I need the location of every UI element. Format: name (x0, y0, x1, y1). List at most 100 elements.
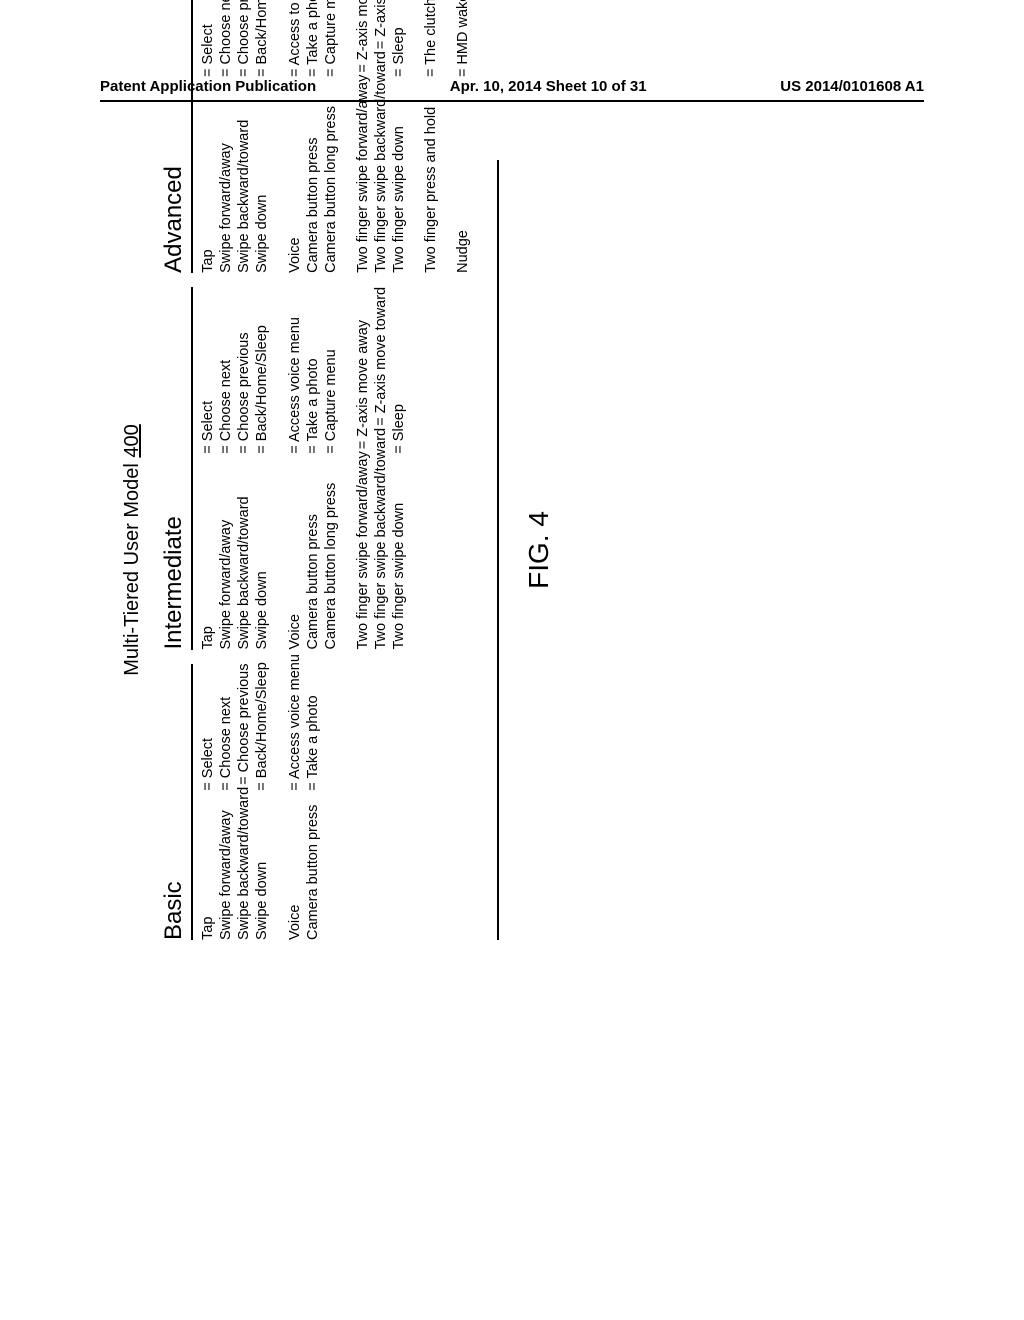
gesture-label: Swipe forward/away (217, 454, 235, 650)
gesture-row: Swipe downBack/Home/Sleep (253, 0, 271, 273)
tier-column: AdvancedTapSelectSwipe forward/awayChoos… (159, 0, 487, 273)
figure-title: Multi-Tiered User Model 400 (120, 160, 145, 940)
gesture-label: Swipe down (253, 454, 271, 650)
gesture-row: Swipe forward/awayChoose next (217, 664, 235, 940)
gesture-label: Voice (286, 791, 304, 940)
tier-header: Advanced (159, 0, 193, 273)
gesture-row: NudgeHMD wake / sleep (454, 0, 472, 273)
gesture-label: Two finger swipe forward/away (354, 73, 372, 273)
gesture-row: Camera button long pressCapture menu (322, 287, 340, 650)
gesture-result: Back/Home/Sleep (253, 0, 271, 77)
gesture-group: TapSelectSwipe forward/awayChoose nextSw… (199, 287, 272, 650)
gesture-result: Z-axis move away (354, 0, 372, 73)
gesture-row: Two finger swipe forward/awayZ-axis move… (354, 287, 372, 650)
gesture-label: Camera button press (304, 454, 322, 650)
gesture-result: Sleep (390, 0, 408, 77)
gesture-row: Two finger press and holdThe clutch (422, 0, 440, 273)
gesture-row: VoiceAccess to voice menu (286, 0, 304, 273)
tier-column: IntermediateTapSelectSwipe forward/awayC… (159, 287, 487, 650)
gesture-row: Camera button pressTake a photo (304, 0, 322, 273)
gesture-label: Swipe down (253, 791, 271, 940)
tier-header: Basic (159, 664, 193, 940)
gesture-label: Two finger swipe forward/away (354, 449, 372, 649)
gesture-result: HMD wake / sleep (454, 0, 472, 77)
figure-label: FIG. 4 (521, 160, 556, 940)
gesture-label: Camera button long press (322, 454, 340, 650)
tiers-container: BasicTapSelectSwipe forward/awayChoose n… (159, 160, 487, 940)
gesture-result: The clutch (422, 0, 440, 77)
gesture-row: Two finger swipe forward/awayZ-axis move… (354, 0, 372, 273)
gesture-row: TapSelect (199, 664, 217, 940)
gesture-label: Two finger swipe down (390, 454, 408, 650)
gesture-label: Nudge (454, 77, 472, 273)
gesture-result: Select (199, 664, 217, 791)
gesture-label: Voice (286, 77, 304, 273)
gesture-row: Camera button pressTake a photo (304, 664, 322, 940)
gesture-label: Camera button press (304, 77, 322, 273)
gesture-row: Swipe forward/awayChoose next (217, 0, 235, 273)
patent-header: Patent Application Publication Apr. 10, … (0, 78, 1024, 95)
gesture-result: Sleep (390, 287, 408, 454)
gesture-group: TapSelectSwipe forward/awayChoose nextSw… (199, 664, 272, 940)
gesture-label: Two finger swipe backward/toward (372, 49, 390, 273)
gesture-row: TapSelect (199, 0, 217, 273)
gesture-result: Select (199, 0, 217, 77)
gesture-row: Swipe forward/awayChoose next (217, 287, 235, 650)
gesture-result: Select (199, 287, 217, 454)
gesture-result: Choose next (217, 287, 235, 454)
gesture-result: Back/Home/Sleep (253, 662, 271, 791)
gesture-label: Swipe backward/toward (235, 785, 253, 940)
gesture-row: Swipe backward/towardChoose previous (235, 0, 253, 273)
gesture-row: Camera button long pressCapture menu (322, 0, 340, 273)
gesture-group: Two finger swipe forward/awayZ-axis move… (354, 287, 408, 650)
gesture-label: Swipe forward/away (217, 791, 235, 940)
gesture-row: VoiceAccess voice menu (286, 287, 304, 650)
gesture-row: Swipe downBack/Home/Sleep (253, 664, 271, 940)
figure-title-prefix: Multi-Tiered User Model (121, 458, 143, 676)
gesture-result: Access to voice menu (286, 0, 304, 77)
gesture-row: Two finger swipe downSleep (390, 0, 408, 273)
gesture-row: Camera button pressTake a photo (304, 287, 322, 650)
gesture-row: Swipe backward/towardChoose previous (235, 664, 253, 940)
gesture-row: Swipe downBack/Home/Sleep (253, 287, 271, 650)
gesture-label: Tap (199, 791, 217, 940)
figure-rotated-wrap: Multi-Tiered User Model 400 BasicTapSele… (120, 160, 900, 940)
gesture-row: Two finger swipe downSleep (390, 287, 408, 650)
gesture-result: Choose next (217, 0, 235, 77)
header-right: US 2014/0101608 A1 (780, 78, 924, 95)
gesture-group: VoiceAccess voice menuCamera button pres… (286, 287, 340, 650)
gesture-result: Access voice menu (286, 654, 304, 791)
gesture-label: Voice (286, 454, 304, 650)
gesture-group: TapSelectSwipe forward/awayChoose nextSw… (199, 0, 272, 273)
gesture-result: Capture menu (322, 0, 340, 77)
gesture-result: Choose previous (235, 287, 253, 454)
gesture-result: Take a photo (304, 287, 322, 454)
gesture-label: Camera button long press (322, 77, 340, 273)
figure-content: Multi-Tiered User Model 400 BasicTapSele… (120, 160, 556, 940)
gesture-result: Take a photo (304, 0, 322, 77)
gesture-result: Take a photo (304, 664, 322, 791)
gesture-label: Tap (199, 454, 217, 650)
tier-header: Intermediate (159, 287, 193, 650)
figure-title-ref: 400 (121, 424, 143, 457)
gesture-group: VoiceAccess voice menuCamera button pres… (286, 664, 322, 940)
gesture-group: Two finger swipe forward/awayZ-axis move… (354, 0, 408, 273)
tier-column: BasicTapSelectSwipe forward/awayChoose n… (159, 664, 487, 940)
gesture-label: Two finger swipe down (390, 77, 408, 273)
gesture-row: VoiceAccess voice menu (286, 664, 304, 940)
gesture-label: Tap (199, 77, 217, 273)
gesture-row: Two finger swipe backward/towardZ-axis m… (372, 0, 390, 273)
gesture-label: Swipe down (253, 77, 271, 273)
gesture-row: TapSelect (199, 287, 217, 650)
gesture-result: Choose next (217, 664, 235, 791)
gesture-label: Two finger press and hold (422, 77, 440, 273)
gesture-result: Capture menu (322, 287, 340, 454)
gesture-result: Z-axis move away (354, 287, 372, 449)
gesture-row: Swipe backward/towardChoose previous (235, 287, 253, 650)
gesture-label: Swipe backward/toward (235, 454, 253, 650)
gesture-result: Access voice menu (286, 287, 304, 454)
gesture-group: VoiceAccess to voice menuCamera button p… (286, 0, 340, 273)
gesture-label: Swipe forward/away (217, 77, 235, 273)
gesture-result: Back/Home/Sleep (253, 287, 271, 454)
gesture-group: Two finger press and holdThe clutch (422, 0, 440, 273)
